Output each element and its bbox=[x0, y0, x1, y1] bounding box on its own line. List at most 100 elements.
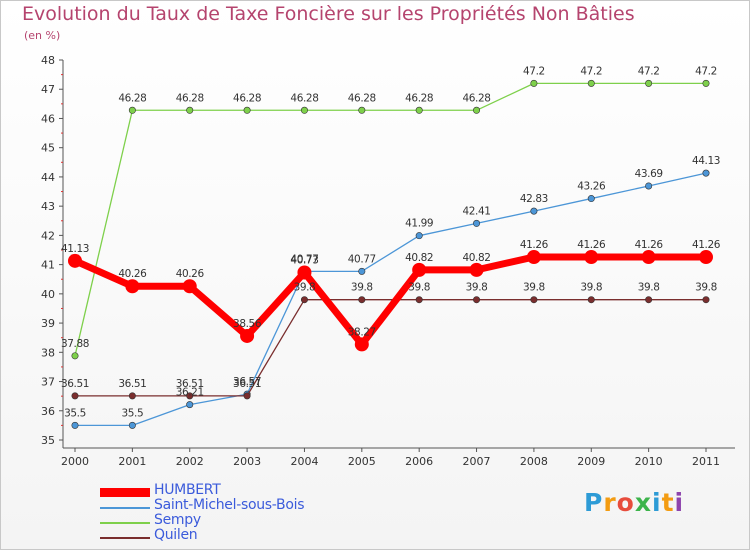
data-label: 36.21 bbox=[176, 387, 204, 399]
data-label: 35.5 bbox=[121, 407, 143, 419]
data-label: 46.28 bbox=[290, 92, 318, 104]
data-label: 46.28 bbox=[348, 92, 376, 104]
series-line-Saint-Michel-sous-Bois bbox=[74, 172, 707, 427]
data-point bbox=[587, 296, 595, 304]
data-label: 47.2 bbox=[638, 65, 660, 77]
data-label: 38.27 bbox=[348, 326, 376, 338]
y-tick-label: 41 bbox=[41, 259, 55, 272]
data-label: 36.51 bbox=[61, 378, 89, 390]
x-tick-label: 2000 bbox=[61, 455, 89, 468]
x-tick-label: 2008 bbox=[520, 455, 548, 468]
data-label: 46.28 bbox=[233, 92, 261, 104]
data-label: 36.57 bbox=[233, 376, 261, 388]
data-label: 39.8 bbox=[351, 282, 373, 294]
series-line-HUMBERT bbox=[71, 253, 710, 348]
brand-letter: i bbox=[652, 488, 662, 517]
data-point bbox=[358, 267, 366, 275]
data-label: 39.8 bbox=[523, 282, 545, 294]
data-point bbox=[641, 250, 656, 265]
y-tick-label: 44 bbox=[41, 171, 55, 184]
brand-letter: o bbox=[616, 488, 635, 517]
chart-title: Evolution du Taux de Taxe Foncière sur l… bbox=[22, 3, 635, 25]
data-point bbox=[358, 106, 366, 114]
data-point bbox=[71, 352, 79, 360]
data-point bbox=[702, 296, 710, 304]
data-point bbox=[473, 296, 481, 304]
data-label: 40.82 bbox=[405, 252, 433, 264]
data-point bbox=[473, 106, 481, 114]
data-point bbox=[415, 106, 423, 114]
y-tick-label: 47 bbox=[41, 83, 55, 96]
data-label: 37.88 bbox=[61, 338, 89, 350]
brand-logo: Proxiti bbox=[584, 488, 684, 517]
y-tick-label: 45 bbox=[41, 142, 55, 155]
series-line-Quilen bbox=[74, 299, 707, 397]
data-label: 39.8 bbox=[408, 282, 430, 294]
data-point bbox=[182, 279, 197, 294]
data-label: 42.41 bbox=[463, 205, 491, 217]
data-label: 41.26 bbox=[577, 239, 606, 251]
data-point bbox=[186, 392, 194, 400]
data-label: 46.28 bbox=[405, 92, 433, 104]
data-label: 43.26 bbox=[577, 181, 606, 193]
data-point bbox=[530, 79, 538, 87]
data-label: 40.26 bbox=[118, 268, 147, 280]
x-tick-label: 2002 bbox=[176, 455, 204, 468]
data-point bbox=[358, 296, 366, 304]
data-point bbox=[128, 392, 136, 400]
data-label: 39.8 bbox=[580, 282, 602, 294]
x-tick-label: 2011 bbox=[692, 455, 720, 468]
data-label: 44.13 bbox=[692, 155, 720, 167]
data-label: 39.8 bbox=[695, 282, 717, 294]
data-point bbox=[645, 79, 653, 87]
data-point bbox=[584, 250, 599, 265]
data-point bbox=[71, 421, 79, 429]
y-tick-label: 40 bbox=[41, 288, 55, 301]
brand-letter: P bbox=[584, 488, 604, 517]
data-label: 40.26 bbox=[176, 268, 205, 280]
data-point bbox=[415, 296, 423, 304]
data-point bbox=[243, 392, 251, 400]
x-tick-label: 2007 bbox=[463, 455, 491, 468]
data-label: 47.2 bbox=[695, 65, 717, 77]
data-point bbox=[243, 106, 251, 114]
data-label: 39.8 bbox=[638, 282, 660, 294]
data-label: 46.28 bbox=[463, 92, 491, 104]
data-label: 43.69 bbox=[635, 168, 663, 180]
x-tick-label: 2001 bbox=[118, 455, 146, 468]
legend-swatch bbox=[100, 522, 150, 524]
data-point bbox=[702, 79, 710, 87]
data-label: 38.56 bbox=[233, 318, 262, 330]
data-point bbox=[240, 328, 255, 343]
legend-label: HUMBERT bbox=[154, 482, 221, 498]
brand-letter: r bbox=[603, 488, 617, 517]
y-tick-label: 35 bbox=[41, 434, 55, 447]
data-point bbox=[186, 401, 194, 409]
y-tick-label: 39 bbox=[41, 317, 55, 330]
data-point bbox=[587, 195, 595, 203]
y-tick-label: 48 bbox=[41, 54, 55, 67]
data-point bbox=[645, 182, 653, 190]
data-label: 40.77 bbox=[290, 253, 318, 265]
legend-label: Quilen bbox=[154, 527, 198, 543]
data-label: 41.26 bbox=[520, 239, 549, 251]
data-label: 46.28 bbox=[118, 92, 146, 104]
data-point bbox=[645, 296, 653, 304]
data-point bbox=[469, 262, 484, 277]
legend-swatch bbox=[100, 537, 150, 539]
y-tick-label: 37 bbox=[41, 376, 55, 389]
data-point bbox=[587, 79, 595, 87]
y-tick-label: 38 bbox=[41, 346, 55, 359]
x-tick-label: 2009 bbox=[577, 455, 605, 468]
data-point bbox=[530, 207, 538, 215]
brand-letter: t bbox=[661, 488, 675, 517]
series-line-Sempy bbox=[74, 82, 707, 357]
data-point bbox=[473, 219, 481, 227]
data-point bbox=[68, 253, 82, 268]
y-tick-label: 46 bbox=[41, 112, 55, 125]
data-label: 36.51 bbox=[176, 378, 204, 390]
x-tick-label: 2006 bbox=[405, 455, 433, 468]
data-point bbox=[412, 262, 427, 277]
